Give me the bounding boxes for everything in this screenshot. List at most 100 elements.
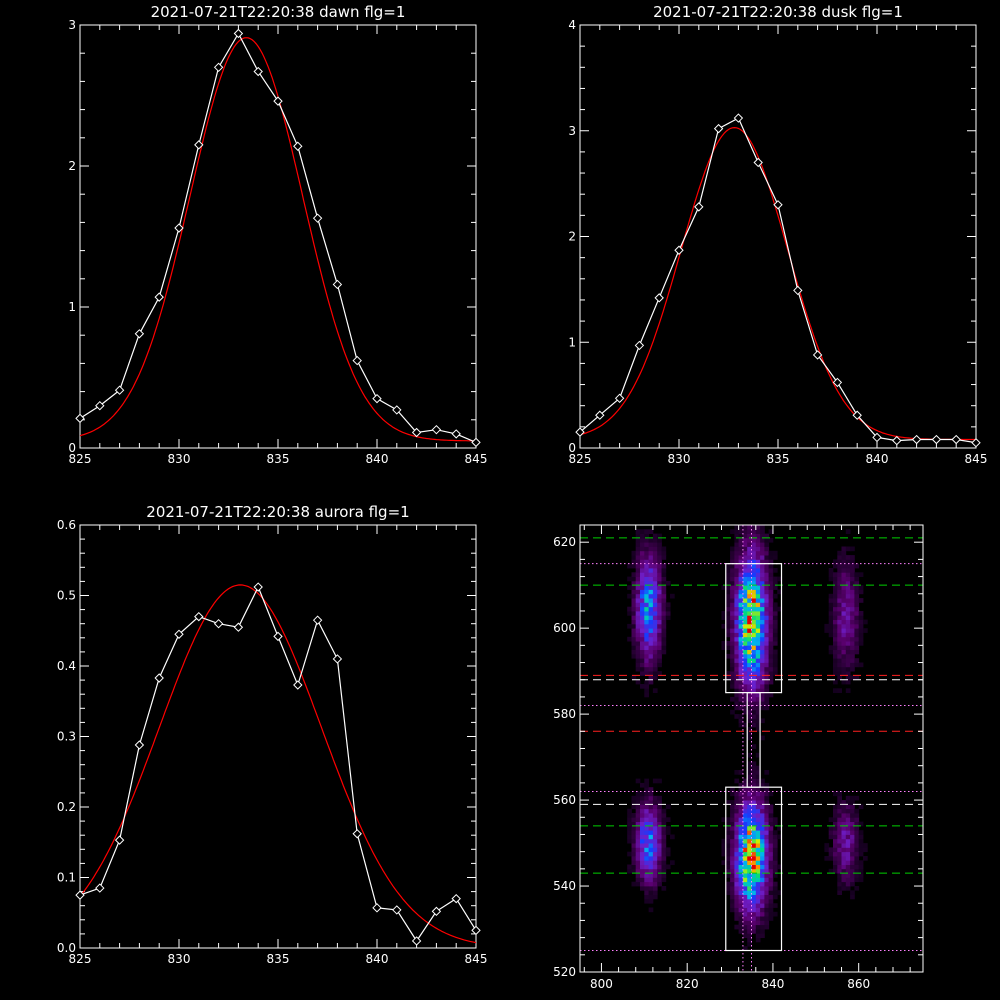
heatmap-cell [858, 572, 864, 577]
heatmap-cell [751, 714, 757, 719]
heatmap-cell [648, 808, 654, 814]
y-tick-label: 0.4 [57, 659, 76, 673]
heatmap-cell [837, 851, 842, 857]
heatmap-cell [841, 645, 847, 650]
heatmap-cell [648, 598, 654, 603]
heatmap-cell [768, 653, 774, 659]
heatmap-cell [738, 641, 744, 646]
heatmap-cell [747, 851, 752, 857]
heatmap-cell [635, 834, 641, 840]
data-point-diamond [773, 200, 783, 210]
data-point-diamond [174, 629, 184, 639]
heatmap-cell [755, 851, 761, 857]
heatmap-cell [742, 525, 748, 530]
heatmap-cell [760, 903, 765, 908]
heatmap-cell [648, 619, 654, 625]
heatmap-cell [657, 628, 662, 633]
heatmap-cell [742, 868, 748, 874]
heatmap-cell [738, 555, 744, 560]
heatmap-cell [854, 808, 860, 814]
heatmap-cell [837, 795, 842, 801]
heatmap-cell [665, 825, 671, 831]
heatmap-cell [751, 632, 757, 638]
heatmap-cell [833, 593, 838, 599]
heatmap-cell [760, 671, 765, 676]
heatmap-cell [640, 684, 645, 689]
heatmap-cell [631, 821, 637, 827]
heatmap-cell [730, 860, 735, 865]
heatmap-cell [652, 894, 658, 900]
heatmap-cell [747, 813, 752, 818]
heatmap-cell [635, 830, 641, 835]
heatmap-cell [665, 817, 671, 822]
heatmap-cell [635, 563, 641, 569]
heatmap-cell [730, 555, 735, 560]
heatmap-cell [841, 546, 847, 552]
heatmap-cell [725, 851, 731, 857]
heatmap-cell [858, 619, 864, 625]
heatmap-cell [742, 572, 748, 577]
heatmap-cell [760, 894, 765, 900]
heatmap-cell [742, 894, 748, 900]
heatmap-cell [644, 817, 649, 822]
heatmap-cell [764, 692, 770, 698]
heatmap-cell [764, 572, 770, 577]
heatmap-cell [747, 696, 752, 702]
heatmap-cell [850, 804, 855, 810]
heatmap-cell [755, 838, 761, 844]
heatmap-cell [640, 808, 645, 814]
heatmap-cell [661, 877, 667, 883]
heatmap-cell [648, 886, 654, 891]
heatmap-cell [742, 555, 748, 560]
heatmap-cell [777, 606, 782, 612]
heatmap-cell [850, 589, 855, 595]
heatmap-cell [730, 580, 735, 586]
heatmap-cell [755, 890, 761, 895]
heatmap-cell [751, 808, 757, 814]
heatmap-cell [747, 911, 752, 917]
heatmap-cell [734, 795, 740, 801]
heatmap-cell [738, 782, 744, 788]
heatmap-cell [742, 795, 748, 801]
x-tick-label: 835 [767, 452, 790, 466]
heatmap-cell [850, 615, 855, 620]
heatmap-cell [768, 804, 774, 810]
heatmap-cell [833, 860, 838, 865]
heatmap-cell [854, 662, 860, 668]
heatmap-cell [837, 834, 842, 840]
heatmap-cell [631, 602, 637, 608]
heatmap-cell [751, 903, 757, 908]
heatmap-cell [648, 529, 654, 534]
heatmap-cell [725, 873, 731, 878]
heatmap-cell [738, 696, 744, 702]
heatmap-cell [837, 602, 842, 608]
heatmap-cell [850, 873, 855, 878]
heatmap-cell [635, 791, 641, 797]
heatmap-cell [742, 623, 748, 629]
heatmap-cell [833, 847, 838, 853]
heatmap-cell [657, 877, 662, 883]
heatmap-cell [747, 701, 752, 706]
heatmap-cell [627, 611, 632, 616]
heatmap-cell [768, 898, 774, 904]
heatmap-cell [635, 572, 641, 577]
heatmap-cell [734, 653, 740, 659]
heatmap-cell [850, 576, 855, 582]
heatmap-cell [751, 593, 757, 599]
heatmap-cell [644, 808, 649, 814]
y-tick-label: 0.0 [57, 941, 76, 955]
heatmap-cell [772, 847, 778, 853]
heatmap-cell [747, 774, 752, 779]
heatmap-cell [742, 830, 748, 835]
heatmap-cell [755, 722, 761, 728]
heatmap-cell [760, 606, 765, 612]
heatmap-cell [747, 787, 752, 792]
heatmap-cell [760, 645, 765, 650]
heatmap-cell [764, 804, 770, 810]
heatmap-cell [742, 649, 748, 655]
heatmap-cell [738, 701, 744, 706]
heatmap-cell [631, 593, 637, 599]
heatmap-cell [730, 864, 735, 870]
heatmap-cell [657, 804, 662, 810]
